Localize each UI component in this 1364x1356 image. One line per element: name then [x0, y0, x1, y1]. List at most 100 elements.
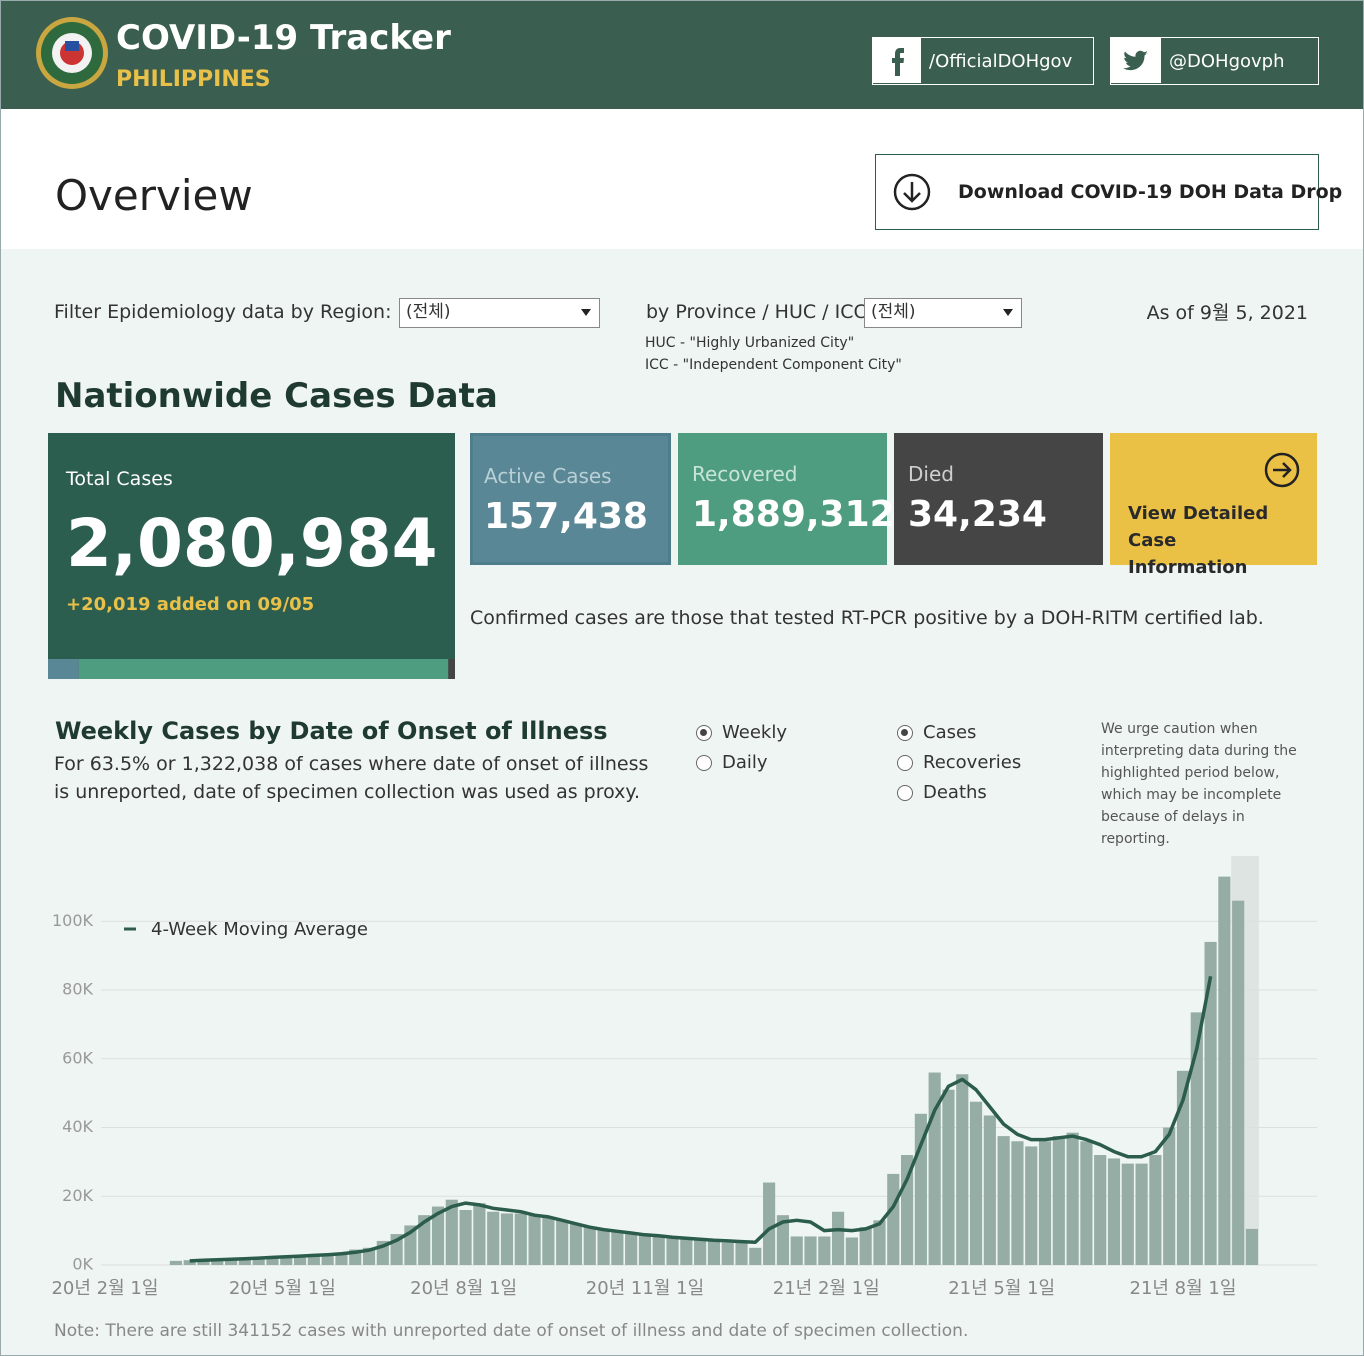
app-title: COVID-19 Tracker [116, 18, 451, 58]
facebook-link[interactable]: /OfficialDOHgov [872, 37, 1094, 85]
radio-label: Recoveries [923, 752, 1022, 773]
bar [1245, 1228, 1259, 1265]
bar [1149, 1155, 1162, 1265]
bar [211, 1259, 224, 1265]
logo [36, 17, 108, 89]
bar [1190, 1012, 1203, 1265]
bar [956, 1074, 969, 1265]
app-subtitle: PHILIPPINES [116, 67, 271, 92]
bar [597, 1228, 610, 1265]
x-tick-label: 21년 5월 1일 [948, 1278, 1055, 1299]
x-tick-label: 20년 5월 1일 [229, 1278, 336, 1299]
bar [680, 1238, 693, 1265]
weekly-title: Weekly Cases by Date of Onset of Illness [55, 717, 608, 745]
download-label: Download COVID-19 DOH Data Drop [958, 181, 1343, 203]
bar [307, 1254, 320, 1265]
bar [293, 1255, 307, 1265]
bar [500, 1213, 514, 1265]
bar [238, 1258, 251, 1265]
bar [1107, 1158, 1121, 1265]
y-tick-label: 80K [62, 980, 93, 999]
footer-note: Note: There are still 341152 cases with … [54, 1321, 969, 1341]
twitter-handle: @DOHgovph [1169, 51, 1285, 72]
bar [694, 1239, 707, 1265]
bar [818, 1236, 831, 1265]
bar [749, 1247, 762, 1265]
recovered-card: Recovered 1,889,312 [678, 433, 895, 565]
bar [1011, 1141, 1024, 1265]
bar [1038, 1141, 1052, 1265]
bar [1080, 1141, 1093, 1265]
bar [873, 1220, 886, 1265]
bar [942, 1089, 955, 1265]
as-of-date: As of 9월 5, 2021 [1146, 302, 1308, 324]
bar [1066, 1132, 1079, 1265]
twitter-link[interactable]: @DOHgovph [1110, 37, 1319, 85]
bar [969, 1101, 983, 1265]
bar [1232, 900, 1245, 1265]
view-detail-label: View Detailed Case Information [1128, 503, 1269, 578]
bar [418, 1215, 431, 1265]
bar [431, 1206, 445, 1265]
bar [983, 1115, 996, 1265]
radio-button[interactable] [897, 755, 913, 771]
bar [1218, 876, 1231, 1265]
active-label: Active Cases [484, 464, 612, 488]
y-tick-label: 0K [72, 1255, 93, 1274]
confirmed-note: Confirmed cases are those that tested RT… [470, 607, 1264, 629]
composition-segment [78, 659, 449, 679]
bar [1204, 941, 1217, 1265]
active-value: 157,438 [484, 496, 648, 537]
bar [832, 1211, 845, 1265]
bar [280, 1256, 293, 1265]
radio-label: Weekly [722, 722, 787, 743]
bar [1025, 1146, 1038, 1265]
bar [790, 1236, 803, 1265]
huc-note: HUC - "Highly Urbanized City" [645, 335, 855, 351]
bar [459, 1210, 472, 1265]
bar [487, 1211, 500, 1265]
region-dropdown[interactable]: (전체) [399, 298, 600, 328]
province-value: (전체) [871, 302, 916, 322]
total-card: Total Cases 2,080,984 +20,019 added on 0… [48, 433, 455, 679]
bar [721, 1242, 734, 1265]
radio-button[interactable] [696, 725, 712, 741]
bar [1121, 1163, 1134, 1265]
legend-label: 4-Week Moving Average [151, 919, 368, 940]
active-card: Active Cases 157,438 [470, 433, 671, 565]
caution-note: We urge caution when interpreting data d… [1101, 721, 1297, 847]
composition-segment [48, 659, 79, 679]
province-dropdown[interactable]: (전체) [864, 298, 1022, 328]
bar [845, 1237, 858, 1265]
x-tick-label: 20년 8월 1일 [410, 1278, 517, 1299]
bar [569, 1223, 583, 1265]
bar [252, 1257, 265, 1265]
recovered-value: 1,889,312 [692, 494, 895, 535]
bar [1163, 1127, 1176, 1265]
radio-button[interactable] [897, 785, 913, 801]
bar [666, 1237, 679, 1265]
bar [776, 1215, 789, 1265]
download-button[interactable]: Download COVID-19 DOH Data Drop [875, 154, 1342, 230]
bar [183, 1260, 196, 1265]
y-tick-label: 40K [62, 1117, 93, 1136]
overview-title: Overview [55, 171, 253, 220]
view-detail-card[interactable]: View Detailed Case Information [1110, 433, 1317, 578]
x-tick-label: 21년 2월 1일 [773, 1278, 880, 1299]
bar [638, 1234, 652, 1265]
radio-button[interactable] [696, 755, 712, 771]
bar [997, 1136, 1010, 1265]
bar [335, 1252, 348, 1265]
bar [735, 1242, 748, 1265]
nationwide-title: Nationwide Cases Data [55, 376, 498, 416]
weekly-note: For 63.5% or 1,322,038 of cases where da… [54, 753, 649, 803]
died-card: Died 34,234 [894, 433, 1103, 565]
radio-button[interactable] [897, 725, 913, 741]
radio-label: Cases [923, 722, 977, 743]
bar [804, 1236, 817, 1265]
region-value: (전체) [406, 302, 451, 322]
icc-note: ICC - "Independent Component City" [645, 357, 902, 373]
radio-label: Deaths [923, 782, 987, 803]
weekly-chart: 0K 20K 40K 60K 80K 100K 20년 2월 1일 20년 5월 1일 20년 … [51, 856, 1317, 1299]
